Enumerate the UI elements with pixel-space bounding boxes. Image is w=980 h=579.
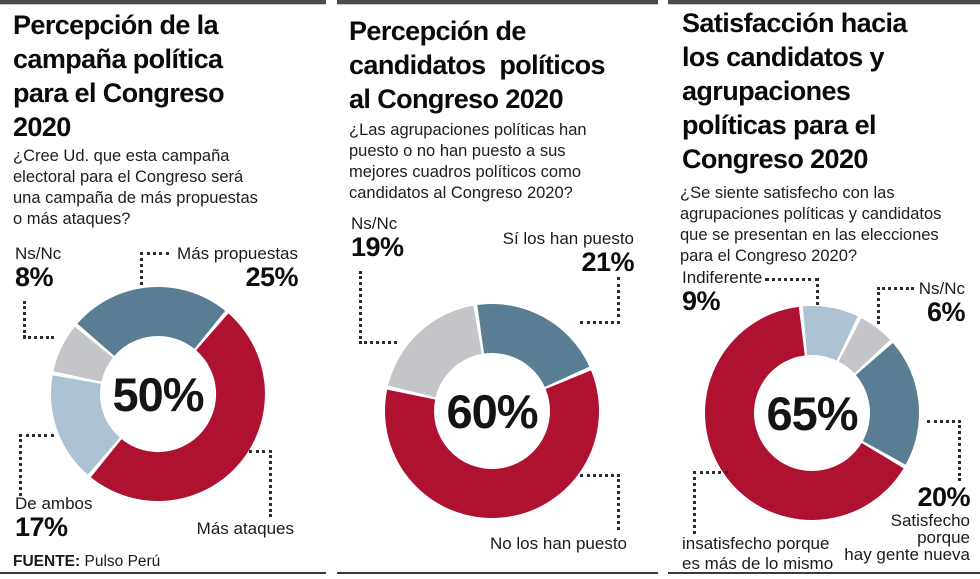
segment-label-nsnc: Ns/Nc 19% [351,214,404,262]
segment-name: No los han puesto [489,534,627,553]
segment-label-insatisfecho: insatisfecho porque es más de lo mismo [682,534,833,574]
donut-center-value: 50% [112,367,204,421]
donut-segment [477,304,590,387]
segment-label-satisfecho: 20% Satisfecho porque hay gente nueva [818,482,970,564]
segment-value: 25% [245,262,298,292]
bottom-rule [0,572,326,574]
donut-segment [388,305,482,398]
chart-title: Percepción de candidatos políticos al Co… [349,16,606,114]
segment-label-indiferente: Indiferente 9% [682,268,762,316]
donut-segment [90,313,265,501]
source-note: FUENTE: Pulso Perú [13,553,160,571]
donut-chart-satisfaccion [705,305,919,520]
segment-label-de-ambos: De ambos 17% [15,494,92,542]
leader-line [877,287,880,324]
donut-segment [51,375,120,475]
source-label: FUENTE: [13,553,81,570]
leader-line [269,450,272,517]
donut-chart-campana [51,287,265,501]
segment-name: insatisfecho porque es más de lo mismo [682,534,834,573]
chart-title: Percepción de la campaña política para e… [13,10,225,142]
top-bar [0,0,326,5]
bottom-rule [668,572,980,574]
segment-value: 8% [15,262,54,292]
segment-name: Indiferente [682,268,763,287]
leader-line [580,474,620,477]
leader-line [693,471,728,474]
top-bar [668,0,980,5]
donut-segment [838,318,891,374]
leader-line [19,434,54,437]
segment-name: Ns/Nc [918,279,965,298]
leader-line [23,301,26,338]
donut-center-value: 60% [446,384,538,438]
leader-line [140,252,143,285]
donut-segment [855,342,919,465]
bottom-rule [337,572,658,574]
donut-segment [802,305,858,361]
donut-segment [77,287,226,356]
segment-name: Satisfecho porque hay gente nueva [844,511,970,564]
segment-name: Sí los han puesto [502,229,634,248]
leader-line [580,321,620,324]
panel-satisfaccion: Satisfacción hacia los candidatos y agru… [668,0,980,579]
segment-value: 19% [351,232,404,262]
chart-title: Satisfacción hacia los candidatos y agru… [682,8,907,174]
segment-label-mas-propuestas: Más propuestas 25% [150,244,298,292]
leader-line [140,252,169,255]
panel-candidatos-politicos: Percepción de candidatos políticos al Co… [337,0,658,579]
chart-question: ¿Cree Ud. que esta campaña electoral par… [13,147,258,228]
leader-line [617,474,620,530]
segment-name: Más ataques [196,519,294,538]
segment-label-no-los-han-puesto: No los han puesto [467,534,627,553]
leader-line [693,471,696,534]
leader-line [359,341,397,344]
segment-value: 20% [917,482,970,512]
segment-name: Ns/Nc [15,244,62,263]
donut-center-value: 65% [766,386,858,440]
leader-line [958,420,961,481]
segment-label-mas-ataques: Más ataques [160,519,294,538]
source-name: Pulso Perú [84,553,161,570]
segment-name: Más propuestas [177,244,298,263]
panel-campana-politica: Percepción de la campaña política para e… [0,0,326,579]
leader-line [249,450,272,453]
segment-value: 21% [581,247,634,277]
segment-value: 6% [926,297,966,327]
segment-name: De ambos [15,494,93,513]
donut-segment [385,370,600,519]
leader-line [617,277,620,324]
chart-question: ¿Se siente satisfecho con las agrupacion… [680,184,942,265]
top-bar [337,0,658,5]
segment-value: 17% [15,512,68,542]
leader-line [765,278,819,281]
segment-name: Ns/Nc [351,214,398,233]
leader-line [19,434,22,496]
donut-chart-candidatos [385,304,600,519]
segment-value: 9% [682,286,721,316]
chart-question: ¿Las agrupaciones políticas han puesto o… [349,121,587,202]
segment-label-nsnc: Ns/Nc 8% [15,244,61,292]
leader-line [359,271,362,344]
donut-segment [705,306,904,520]
segment-label-si-los-han-puesto: Sí los han puesto 21% [467,229,635,277]
donut-segment [53,326,113,382]
leader-line [23,336,54,339]
leader-line [816,278,819,305]
leader-line [927,420,961,423]
segment-label-nsnc: Ns/Nc 6% [868,279,966,327]
leader-line [877,287,914,290]
